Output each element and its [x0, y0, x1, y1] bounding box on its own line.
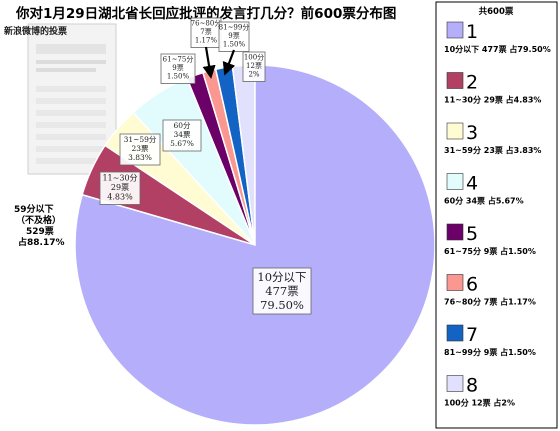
weibo-vote-screenshot: 新浪微博的投票 [4, 23, 117, 175]
pointer-arrows [202, 46, 236, 79]
legend-number: 2 [466, 72, 478, 94]
legend-text: 60分 34票 占5.67% [444, 196, 524, 206]
side-annotation-line: 529票 [26, 225, 54, 237]
slice-label-text: 76~80分 [191, 19, 222, 28]
legend-text: 100分 12票 占2% [444, 398, 515, 408]
pointer-arrow [222, 49, 236, 76]
legend-swatch [446, 21, 464, 39]
legend-swatch [446, 173, 464, 190]
slice-label-text: 29票 [111, 183, 129, 192]
pie-slice [74, 64, 436, 426]
legend-swatch [446, 122, 464, 140]
legend-text: 76~80分 7票 占1.17% [444, 297, 536, 307]
legend-text: 31~59分 23票 占3.83% [444, 145, 541, 155]
slice-label-text: 3.83% [128, 153, 152, 162]
legend-number: 6 [466, 274, 478, 296]
chart-title: 你对1月29日湖北省长回应批评的发言打几分？前600票分布图 [15, 5, 396, 22]
slice-label-text: 9票 [228, 32, 239, 40]
legend-number: 4 [466, 173, 478, 195]
legend-swatch [446, 375, 464, 392]
slice-label-text: 12票 [246, 62, 262, 70]
legend-text: 61~75分 9票 占1.50% [444, 246, 536, 256]
slice-label-text: 5.67% [170, 139, 194, 148]
slice-label-text: 1.50% [167, 73, 190, 81]
slice-label-text: 9票 [172, 64, 183, 72]
slice-label-text: 31~59分 [124, 135, 157, 144]
slice-label-text: 4.83% [107, 193, 133, 202]
slice-label-text: 81~99分 [219, 23, 250, 32]
legend-text: 11~30分 29票 占4.83% [444, 95, 541, 105]
legend-number: 8 [466, 375, 478, 397]
slice-label-text: 34票 [173, 130, 191, 139]
legend-entry: 561~75分 9票 占1.50% [444, 223, 536, 256]
fail-annotation: 59分以下 （不及格） 529票 占88.17% [14, 203, 65, 248]
slice-label-text: 1.17% [195, 37, 218, 45]
legend-swatch [446, 274, 464, 291]
legend-swatch [446, 324, 464, 342]
slice-label-text: 477票 [265, 284, 298, 298]
side-annotation-line: （不及格） [16, 214, 61, 226]
legend-entry: 781~99分 9票 占1.50% [444, 324, 536, 357]
legend-number: 7 [466, 324, 478, 346]
side-annotation-line: 占88.17% [18, 236, 65, 248]
side-annotation-line: 59分以下 [14, 203, 54, 215]
slice-label-text: 23票 [131, 144, 149, 153]
legend-entry: 676~80分 7票 占1.17% [444, 274, 536, 307]
legend-number: 3 [466, 122, 478, 144]
legend-number: 5 [466, 223, 478, 245]
slice-label-text: 1.50% [223, 41, 246, 49]
legend-number: 1 [466, 21, 478, 43]
slice-label-text: 79.50% [260, 298, 304, 312]
legend-swatch [446, 72, 464, 89]
legend-total: 共600票 [479, 6, 514, 17]
legend-text: 81~99分 9票 占1.50% [444, 347, 536, 357]
slice-label-text: 100分 [244, 53, 264, 62]
inset-caption: 新浪微博的投票 [4, 25, 67, 37]
slice-label-text: 60分 [173, 121, 191, 130]
slice-label-text: 7票 [200, 28, 211, 36]
slice-label-text: 61~75分 [163, 55, 194, 64]
legend-swatch [446, 223, 464, 241]
legend-text: 10分以下 477票 占79.50% [444, 44, 551, 54]
legend-entry: 331~59分 23票 占3.83% [444, 122, 541, 155]
legend-entry: 211~30分 29票 占4.83% [444, 72, 541, 105]
slice-label-text: 2% [248, 71, 259, 79]
pointer-arrow [202, 46, 216, 79]
slice-label-text: 11~30分 [102, 174, 137, 183]
slice-label-text: 10分以下 [257, 270, 306, 284]
